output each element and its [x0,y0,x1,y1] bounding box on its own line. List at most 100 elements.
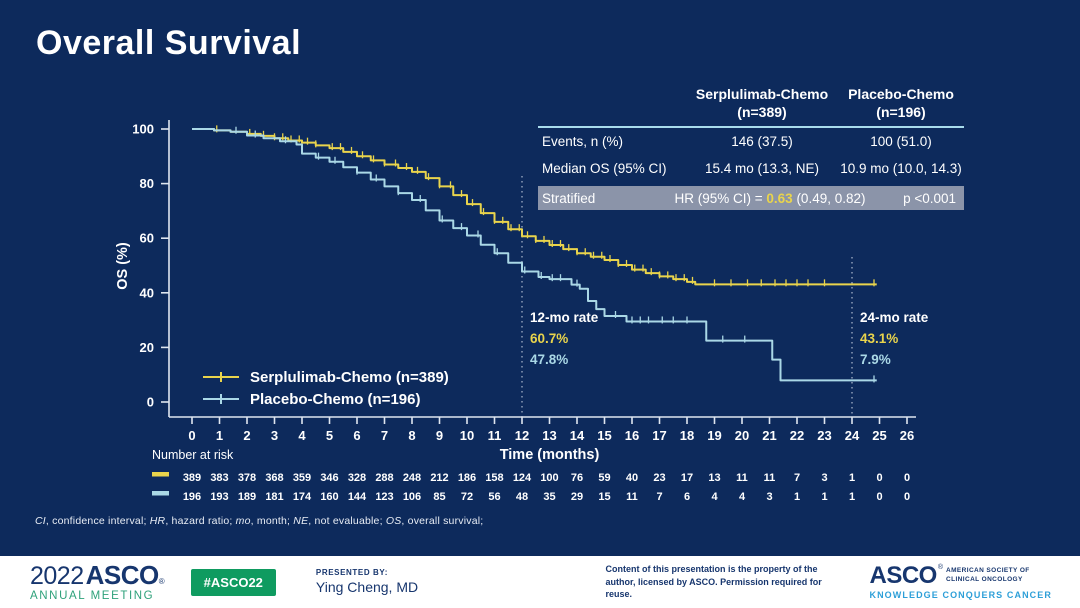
risk-value: 0 [904,491,910,503]
x-tick-label: 14 [570,428,585,443]
table-header-rule [538,126,964,128]
risk-value: 35 [543,491,555,503]
risk-value: 3 [821,472,827,484]
x-tick-label: 19 [707,428,721,443]
stratified-label: Stratified [542,190,596,206]
x-tick-label: 4 [298,428,306,443]
x-tick-label: 10 [460,428,474,443]
results-table: Serplulimab-Chemo (n=389) Placebo-Chemo … [538,86,964,210]
risk-value: 0 [876,491,882,503]
x-tick-label: 22 [790,428,804,443]
risk-value: 328 [348,472,366,484]
y-tick-label: 40 [140,285,154,300]
asco-society-logo: ASCO ® AMERICAN SOCIETY OF CLINICAL ONCO… [869,564,1052,600]
risk-value: 212 [430,472,448,484]
risk-value: 1 [821,491,827,503]
x-tick-label: 25 [872,428,886,443]
x-tick-label: 5 [326,428,333,443]
annotation-24-month-rate: 24-mo rate 43.1% 7.9% [860,308,928,371]
x-tick-label: 26 [900,428,914,443]
table-row-events: Events, n (%) 146 (37.5) 100 (51.0) [538,128,964,155]
meeting-subtitle: ANNUAL MEETING [30,589,155,602]
meeting-asco-wordmark: ASCO [85,559,160,590]
risk-value: 76 [571,472,583,484]
asco-wordmark: ASCO [869,562,937,589]
risk-value: 196 [183,491,201,503]
x-tick-label: 13 [542,428,556,443]
x-tick-label: 6 [353,428,360,443]
risk-value: 383 [210,472,228,484]
legend: Serplulimab-Chemo (n=389) Placebo-Chemo … [203,366,449,410]
x-tick-label: 9 [436,428,443,443]
footnote: CI, confidence interval; HR, hazard rati… [35,515,484,527]
risk-value: 186 [458,472,476,484]
y-tick-label: 100 [132,122,154,137]
rate-serplulimab: 60.7% [530,330,569,346]
median-serplulimab: 15.4 mo (13.3, NE) [704,161,820,176]
x-tick-label: 3 [271,428,278,443]
risk-value: 123 [375,491,393,503]
column-header-placebo: Placebo-Chemo (n=196) [848,86,954,120]
risk-value: 1 [849,491,855,503]
risk-value: 0 [876,472,882,484]
risk-value: 378 [238,472,256,484]
risk-value: 11 [764,472,776,484]
risk-value: 346 [320,472,338,484]
legend-label: Serplulimab-Chemo (n=389) [250,368,449,386]
hazard-ratio-value: 0.63 [766,190,793,206]
column-header-serplulimab: Serplulimab-Chemo (n=389) [695,86,829,120]
registered-mark-icon: ® [158,576,165,586]
risk-value: 23 [653,472,665,484]
risk-value: 1 [794,491,800,503]
x-tick-label: 21 [762,428,776,443]
risk-value: 17 [681,472,693,484]
risk-value: 124 [513,472,532,484]
legend-item-placebo: Placebo-Chemo (n=196) [203,388,449,410]
risk-value: 389 [183,472,201,484]
risk-value: 15 [598,491,610,503]
x-tick-label: 11 [488,428,502,443]
risk-value: 29 [571,491,583,503]
x-tick-label: 20 [735,428,749,443]
copyright-disclaimer: Content of this presentation is the prop… [605,564,822,600]
asco-tagline: KNOWLEDGE CONQUERS CANCER [869,590,1052,600]
legend-label: Placebo-Chemo (n=196) [250,390,421,408]
x-tick-label: 7 [381,428,388,443]
events-placebo: 100 (51.0) [870,134,932,149]
x-tick-label: 17 [652,428,666,443]
legend-item-serplulimab: Serplulimab-Chemo (n=389) [203,366,449,388]
y-tick-label: 0 [147,395,154,410]
risk-value: 368 [265,472,283,484]
presenter-name: Ying Cheng, MD [315,579,419,596]
annotation-12-month-rate: 12-mo rate 60.7% 47.8% [530,308,598,371]
risk-value: 6 [684,491,690,503]
x-tick-label: 24 [845,428,860,443]
x-tick-label: 15 [597,428,611,443]
row-label: Events, n (%) [542,134,624,149]
risk-value: 11 [626,491,638,503]
risk-value: 189 [238,491,256,503]
rate-serplulimab: 43.1% [860,330,899,346]
km-censor-marker-icon [203,394,239,404]
presented-by-block: PRESENTED BY: Ying Cheng, MD [316,568,418,597]
risk-value: 160 [320,491,338,503]
risk-value: 248 [403,472,421,484]
risk-value: 0 [904,472,910,484]
rate-placebo: 47.8% [530,351,569,367]
row-label: Median OS (95% CI) [542,161,667,176]
risk-value: 13 [708,472,720,484]
x-tick-label: 18 [680,428,694,443]
registered-mark-icon: ® [937,564,943,571]
risk-value: 1 [849,472,855,484]
risk-value: 100 [540,472,558,484]
risk-value: 288 [375,472,393,484]
risk-value: 72 [461,491,473,503]
meeting-year: 2022 [30,561,84,590]
risk-value: 106 [403,491,421,503]
risk-value: 59 [598,472,610,484]
risk-value: 4 [711,491,718,503]
risk-value: 193 [210,491,228,503]
risk-value: 158 [485,472,503,484]
